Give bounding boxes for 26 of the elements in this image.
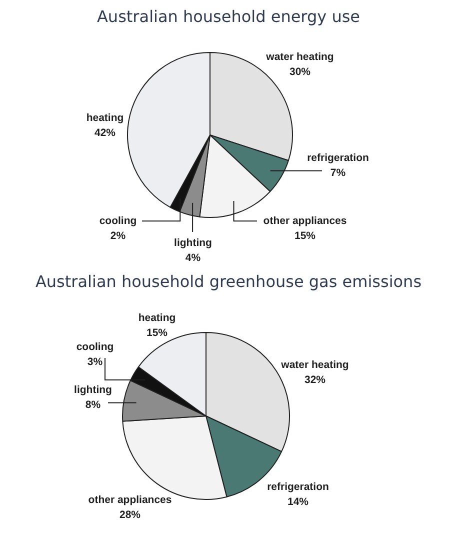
slice-label: lighting [74, 384, 112, 396]
slice-label: lighting [174, 236, 212, 249]
chart-title: Australian household energy use [96, 7, 362, 27]
slice-label: water heating [280, 358, 349, 371]
data-label: 2% [110, 230, 126, 242]
data-label: 8% [85, 398, 102, 411]
data-label: 7% [330, 166, 346, 179]
data-label: 32% [304, 374, 326, 386]
slice-label: heating [138, 312, 176, 324]
slice-label: cooling [99, 214, 137, 227]
slice-label: cooling [76, 340, 114, 353]
data-label: 3% [87, 356, 104, 368]
data-label: 14% [287, 496, 310, 508]
slice-label: refrigeration [267, 480, 329, 493]
data-label: 28% [119, 508, 142, 521]
slice-label: water heating [265, 50, 334, 63]
slice-label: refrigeration [307, 152, 369, 164]
slice-label: other appliances [88, 494, 172, 506]
data-label: 15% [146, 326, 168, 339]
data-label: 30% [289, 66, 312, 78]
slice-label: heating [86, 112, 124, 124]
data-label: 4% [185, 252, 202, 264]
chart-title: Australian household greenhouse gas emissions [34, 272, 423, 292]
slice-label: other appliances [263, 214, 347, 227]
data-label: 42% [94, 126, 116, 139]
data-label: 15% [294, 230, 316, 242]
